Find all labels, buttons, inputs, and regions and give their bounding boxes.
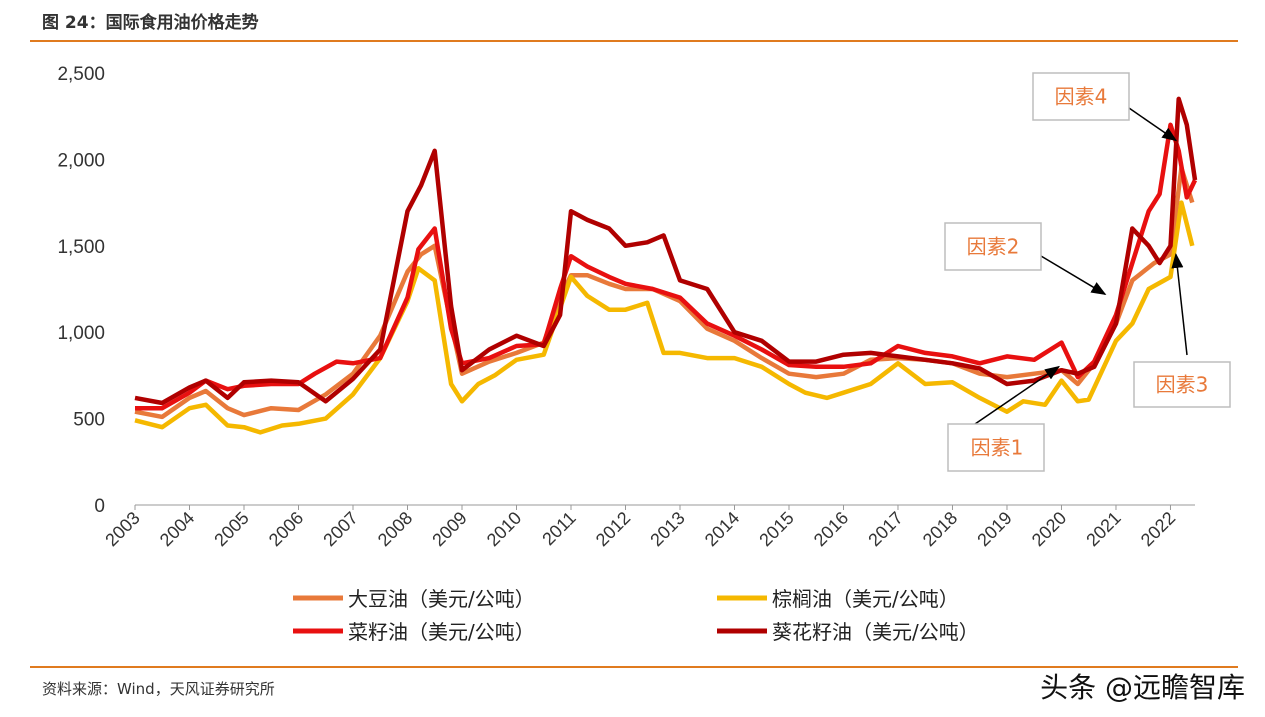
x-tick-label: 2020 <box>1028 508 1070 550</box>
y-tick-label: 2,500 <box>57 64 105 85</box>
x-tick-label: 2021 <box>1082 508 1124 550</box>
x-tick-label: 2005 <box>210 508 252 550</box>
annotation-box <box>1032 72 1130 121</box>
series-layer <box>134 96 1198 435</box>
series-line-4 <box>134 96 1198 406</box>
annotation-arrow <box>1040 255 1107 295</box>
y-tick-label: 0 <box>94 496 105 517</box>
legend-label: 棕榈油（美元/公吨） <box>772 587 959 611</box>
legend: 大豆油（美元/公吨） 棕榈油（美元/公吨） 菜籽油（美元/公吨） 葵花籽油（美元/公吨… <box>293 587 979 644</box>
x-tick-label: 2003 <box>101 508 143 550</box>
x-tick-label: 2009 <box>428 508 470 550</box>
x-tick-label: 2006 <box>265 508 307 550</box>
x-tick-label: 2004 <box>156 508 198 550</box>
x-tick-label: 2019 <box>973 508 1015 550</box>
x-tick-label: 2008 <box>374 508 416 550</box>
x-tick-label: 2010 <box>483 508 525 550</box>
y-tick-label: 1,000 <box>57 323 105 344</box>
source-note: 资料来源：Wind，天风证券研究所 <box>42 680 275 698</box>
figure-title: 图 24：国际食用油价格走势 <box>42 13 259 33</box>
annotation-arrow <box>1171 252 1188 356</box>
legend-label: 菜籽油（美元/公吨） <box>348 620 535 644</box>
x-tick-label: 2018 <box>919 508 961 550</box>
footer-divider <box>30 666 1238 668</box>
x-tick-label: 2016 <box>810 508 852 550</box>
x-tick-label: 2015 <box>755 508 797 550</box>
y-tick-label: 500 <box>73 410 105 431</box>
series-line-2 <box>134 200 1195 435</box>
legend-label: 葵花籽油（美元/公吨） <box>772 620 979 644</box>
annotation-arrow <box>974 365 1060 425</box>
x-tick-label: 2012 <box>592 508 634 550</box>
legend-label: 大豆油（美元/公吨） <box>348 587 535 611</box>
y-tick-label: 2,000 <box>57 150 105 171</box>
x-tick-label: 2022 <box>1137 508 1179 550</box>
annotation-label: 因素4 <box>1055 85 1108 109</box>
axis-layer: 0 500 1,000 1,500 2,000 2,500 2003 2004 2005 2006… <box>57 64 1195 550</box>
title-divider <box>30 40 1238 42</box>
x-tick-label: 2017 <box>864 508 906 550</box>
x-tick-label: 2014 <box>701 508 743 550</box>
annotation-label: 因素3 <box>1156 373 1209 397</box>
x-tick-label: 2013 <box>646 508 688 550</box>
annotation-label: 因素2 <box>967 235 1020 259</box>
x-tick-label: 2011 <box>538 508 580 550</box>
x-tick-label: 2007 <box>319 508 361 550</box>
y-tick-label: 1,500 <box>57 237 105 258</box>
annotation-label: 因素1 <box>971 436 1024 460</box>
annotation-box <box>947 423 1045 472</box>
annotation-layer: 因素1 因素2 因素3 因素4 <box>944 72 1231 472</box>
watermark: 头条 @远瞻智库 <box>1040 671 1245 704</box>
annotation-box <box>1133 361 1231 408</box>
annotation-box <box>944 222 1042 271</box>
annotation-arrow <box>1128 107 1178 142</box>
